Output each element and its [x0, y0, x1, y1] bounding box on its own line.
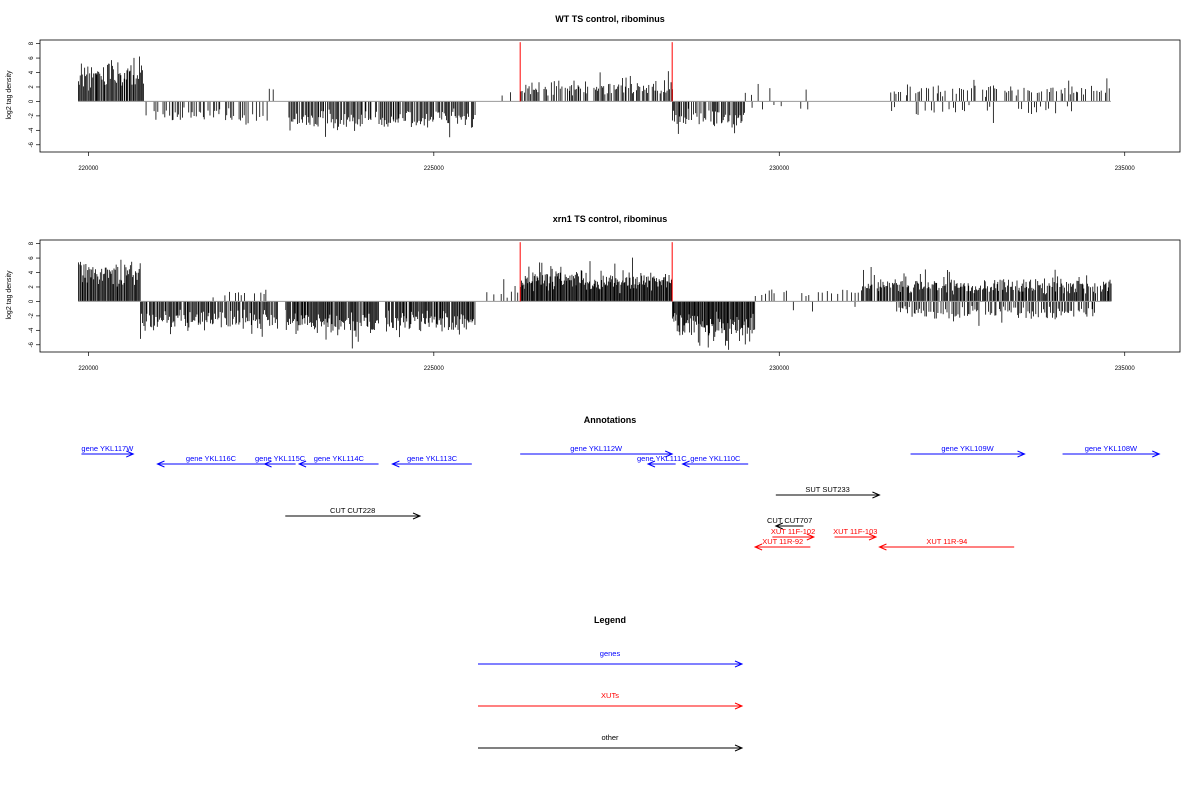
annotation-label: gene YKL115C [255, 454, 306, 463]
x-tick-label: 235000 [1115, 166, 1136, 172]
y-tick-label: -2 [29, 113, 35, 119]
wt-x-ticks: 220000 225000 230000 235000 [78, 152, 1135, 172]
y-tick-label: -6 [29, 141, 35, 147]
y-tick-label: 0 [29, 99, 35, 103]
x-tick-label: 230000 [769, 366, 790, 372]
xrn1-panel-title: xrn1 TS control, ribominus [553, 214, 668, 224]
annotation-arrow [910, 450, 1026, 458]
annotation-label: gene YKL109W [941, 444, 994, 453]
wt-y-axis-label: log2 tag density [6, 70, 13, 120]
legend-items: genes XUTs other [478, 649, 744, 752]
y-tick-label: 4 [29, 70, 35, 74]
legend-label: genes [600, 649, 621, 658]
annotation-arrow [263, 460, 296, 468]
y-tick-label: 2 [29, 85, 35, 89]
annotation-arrow [391, 460, 472, 468]
legend-arrow [478, 660, 744, 668]
annotation-label: CUT CUT228 [330, 506, 375, 515]
annotation-label: gene YKL117W [81, 444, 134, 453]
annotation-arrow [1062, 450, 1161, 458]
annotation-arrow [878, 543, 1015, 551]
x-tick-label: 225000 [424, 166, 445, 172]
x-tick-label: 220000 [78, 166, 99, 172]
annotation-label: CUT CUT707 [767, 516, 812, 525]
annotation-label: XUT 11F-103 [833, 527, 877, 536]
annotation-label: XUT 11R-94 [926, 537, 967, 546]
y-tick-label: 8 [29, 241, 35, 245]
x-tick-label: 235000 [1115, 366, 1136, 372]
wt-panel-title: WT TS control, ribominus [555, 14, 665, 24]
annotation-arrow [775, 491, 881, 499]
x-tick-label: 230000 [769, 166, 790, 172]
legend-panel: Legend genes XUTs other [478, 615, 744, 752]
x-tick-label: 225000 [424, 366, 445, 372]
legend-label: XUTs [601, 691, 619, 700]
annotation-arrow [285, 512, 422, 520]
wt-coverage-bars [78, 56, 1110, 138]
legend-arrow [478, 702, 744, 710]
annotations-title: Annotations [584, 415, 637, 425]
annotation-label: gene YKL108W [1085, 444, 1138, 453]
y-tick-label: 2 [29, 285, 35, 289]
annotation-arrow [834, 533, 878, 541]
y-tick-label: 0 [29, 299, 35, 303]
y-tick-label: -4 [29, 327, 35, 333]
annotation-label: XUT 11R-92 [762, 537, 803, 546]
annotation-label: gene YKL112W [570, 444, 623, 453]
annotation-label: gene YKL116C [186, 454, 237, 463]
wt-y-ticks: 8 6 4 2 0 -2 -4 -6 [29, 41, 40, 147]
y-tick-label: 6 [29, 256, 35, 260]
legend-arrow [478, 744, 744, 752]
xrn1-y-ticks: 8 6 4 2 0 -2 -4 -6 [29, 241, 40, 347]
annotation-arrow [753, 543, 811, 551]
annotation-features: gene YKL117W gene YKL116C gene YKL115C gene… [81, 444, 1161, 551]
annotation-label: gene YKL110C [690, 454, 741, 463]
x-tick-label: 220000 [78, 366, 99, 372]
y-tick-label: -2 [29, 313, 35, 319]
y-tick-label: -4 [29, 127, 35, 133]
y-tick-label: 4 [29, 270, 35, 274]
annotation-arrow [297, 460, 379, 468]
y-tick-label: 6 [29, 56, 35, 60]
annotation-label: XUT 11F-102 [771, 527, 815, 536]
annotation-label: gene YKL111C [637, 454, 687, 463]
xrn1-coverage-panel: xrn1 TS control, ribominus log2 tag dens… [6, 214, 1181, 372]
annotation-arrow [646, 460, 676, 468]
annotation-label: SUT SUT233 [805, 485, 849, 494]
y-tick-label: 8 [29, 41, 35, 45]
y-tick-label: -6 [29, 341, 35, 347]
legend-label: other [601, 733, 619, 742]
annotation-arrow [772, 533, 816, 541]
annotation-arrow [774, 522, 804, 530]
annotation-label: gene YKL114C [314, 454, 365, 463]
xrn1-x-ticks: 220000 225000 230000 235000 [78, 352, 1135, 372]
legend-title: Legend [594, 615, 626, 625]
annotation-arrow [81, 450, 135, 458]
wt-coverage-panel: WT TS control, ribominus log2 tag densit… [6, 14, 1181, 172]
annotation-arrow [681, 460, 749, 468]
annotation-arrow [156, 460, 265, 468]
annotation-label: gene YKL113C [407, 454, 458, 463]
xrn1-plot-frame [39, 239, 1181, 353]
xrn1-y-axis-label: log2 tag density [6, 270, 13, 320]
wt-plot-frame [39, 39, 1181, 153]
xrn1-coverage-bars [78, 257, 1112, 350]
annotation-arrow [520, 450, 674, 458]
